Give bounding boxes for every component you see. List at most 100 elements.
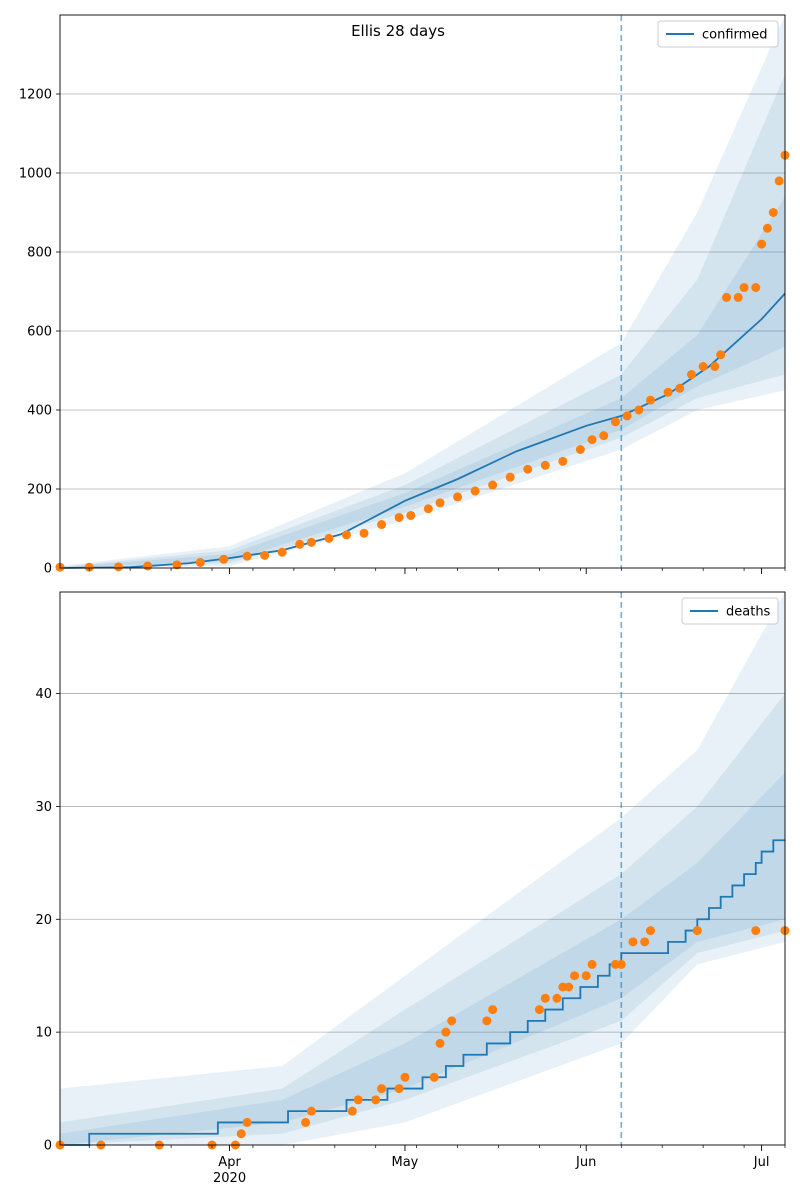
observed-point — [716, 350, 726, 360]
axes-frame — [59, 14, 786, 569]
y-tick-label: 20 — [35, 913, 52, 928]
observed-point — [377, 520, 387, 530]
observed-point — [663, 387, 673, 397]
y-tick-label: 400 — [27, 404, 52, 419]
observed-point — [722, 292, 732, 302]
y-tick-label: 800 — [27, 246, 52, 261]
observed-point — [610, 417, 620, 427]
x-tick-label: Jul — [753, 1155, 770, 1170]
observed-point — [347, 1106, 357, 1116]
observed-point — [616, 959, 626, 969]
observed-point — [353, 1095, 363, 1105]
observed-point — [540, 460, 550, 470]
observed-point — [675, 383, 685, 393]
observed-point — [558, 456, 568, 466]
y-tick-label: 10 — [35, 1026, 52, 1041]
observed-point — [523, 464, 533, 474]
y-tick-label: 200 — [27, 483, 52, 498]
observed-point — [470, 486, 480, 496]
observed-point — [394, 512, 404, 522]
chart-title: Ellis 28 days — [351, 22, 445, 40]
observed-point — [260, 550, 270, 560]
confidence-band — [60, 592, 785, 1145]
observed-point — [774, 176, 784, 186]
observed-point — [406, 510, 416, 520]
confidence-band — [60, 772, 785, 1145]
deaths-line — [60, 839, 785, 1146]
observed-point — [762, 223, 772, 233]
observed-point — [447, 1016, 457, 1026]
observed-point — [324, 533, 334, 543]
y-tick-label: 1000 — [19, 167, 52, 182]
observed-point — [359, 528, 369, 538]
observed-point — [570, 971, 580, 981]
observed-point — [295, 539, 305, 549]
observed-point — [757, 239, 767, 249]
axes-frame — [59, 591, 786, 1146]
observed-point — [400, 1072, 410, 1082]
observed-point — [236, 1129, 246, 1139]
observed-point — [341, 530, 351, 540]
observed-point — [640, 937, 650, 947]
observed-point — [394, 1084, 404, 1094]
observed-point — [219, 554, 229, 564]
observed-point — [552, 993, 562, 1003]
observed-point — [488, 1005, 498, 1015]
observed-point — [242, 1117, 252, 1127]
observed-point — [628, 937, 638, 947]
observed-point — [634, 405, 644, 415]
observed-point — [143, 561, 153, 571]
observed-point — [768, 208, 778, 217]
observed-point — [441, 1027, 451, 1037]
observed-point — [429, 1072, 439, 1082]
x-year-label: 2020 — [213, 1171, 246, 1186]
observed-point — [195, 557, 205, 567]
observed-point — [435, 498, 445, 508]
observed-point — [564, 982, 574, 992]
observed-point — [587, 959, 597, 969]
observed-point — [751, 283, 761, 293]
observed-point — [505, 472, 515, 482]
y-tick-label: 0 — [44, 1139, 52, 1154]
observed-point — [751, 926, 761, 936]
observed-point — [371, 1095, 381, 1105]
legend-box — [681, 597, 779, 625]
x-tick-label: Jun — [575, 1155, 596, 1170]
legend-label: confirmed — [702, 28, 768, 43]
y-tick-label: 0 — [44, 562, 52, 577]
observed-point — [646, 926, 656, 936]
observed-point — [84, 562, 94, 572]
y-tick-label: 600 — [27, 325, 52, 340]
observed-point — [710, 362, 720, 372]
y-tick-label: 30 — [35, 800, 52, 815]
observed-point — [306, 1106, 316, 1116]
observed-point — [540, 993, 550, 1003]
observed-point — [581, 971, 591, 981]
observed-point — [575, 445, 585, 454]
observed-point — [692, 926, 702, 936]
observed-point — [423, 504, 433, 514]
deaths-panel: 0 10 20 30 40 Apr May Jun Jul 2020 deaths — [35, 591, 790, 1186]
observed-point — [646, 395, 656, 405]
observed-point — [534, 1005, 544, 1015]
observed-point — [242, 551, 252, 561]
observed-point — [482, 1016, 492, 1026]
y-tick-label: 1200 — [19, 88, 52, 103]
observed-point — [587, 435, 597, 445]
observed-point — [377, 1084, 387, 1094]
observed-point — [739, 283, 749, 293]
observed-point — [686, 369, 696, 379]
observed-point — [301, 1117, 311, 1127]
observed-point — [277, 547, 287, 557]
legend-box — [657, 20, 779, 48]
observed-point — [172, 560, 182, 570]
observed-point — [599, 431, 609, 441]
confidence-band — [60, 693, 785, 1145]
x-tick-label: May — [392, 1155, 419, 1170]
observed-point — [733, 292, 743, 302]
observed-point — [698, 362, 708, 372]
observed-point — [435, 1038, 445, 1048]
confirmed-panel: 0 200 400 600 800 1000 1200 Ellis 28 days confir… — [19, 14, 790, 577]
observed-point — [113, 562, 123, 572]
